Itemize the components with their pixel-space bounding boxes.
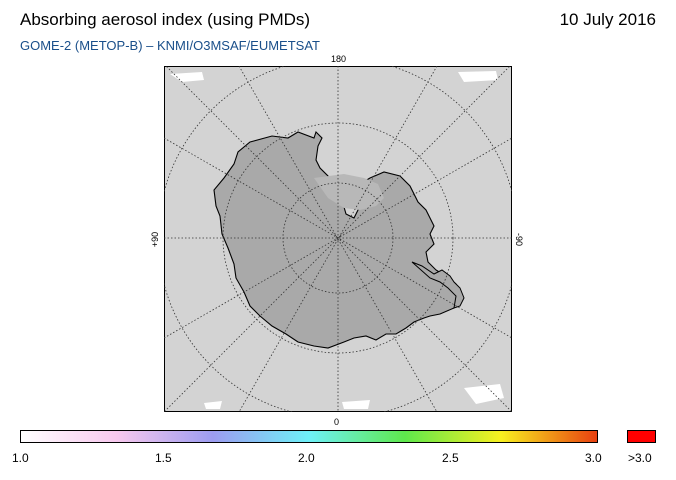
colorbar-tick-5: 3.0	[585, 451, 602, 465]
map-title: Absorbing aerosol index (using PMDs)	[20, 10, 311, 29]
colorbar-overflow-label: >3.0	[628, 451, 652, 465]
no-data-patches	[170, 71, 504, 409]
longitude-label-0: 0	[334, 417, 340, 427]
polar-map-svg	[164, 66, 512, 412]
colorbar	[20, 430, 598, 443]
colorbar-tick-2: 1.5	[155, 451, 172, 465]
longitude-label-180: 180	[331, 54, 347, 64]
polar-map	[164, 66, 512, 412]
antarctic-peninsula	[411, 261, 465, 309]
colorbar-tick-3: 2.0	[298, 451, 315, 465]
colorbar-tick-1: 1.0	[12, 451, 29, 465]
longitude-label-minus90: -90	[514, 232, 525, 247]
graticule	[164, 66, 512, 412]
colorbar-tick-4: 2.5	[442, 451, 459, 465]
overflow-swatch	[627, 430, 656, 443]
longitude-label-plus90: +90	[150, 231, 161, 248]
map-subtitle: GOME-2 (METOP-B) – KNMI/O3MSAF/EUMETSAT	[20, 38, 320, 53]
map-date: 10 July 2016	[559, 10, 656, 29]
